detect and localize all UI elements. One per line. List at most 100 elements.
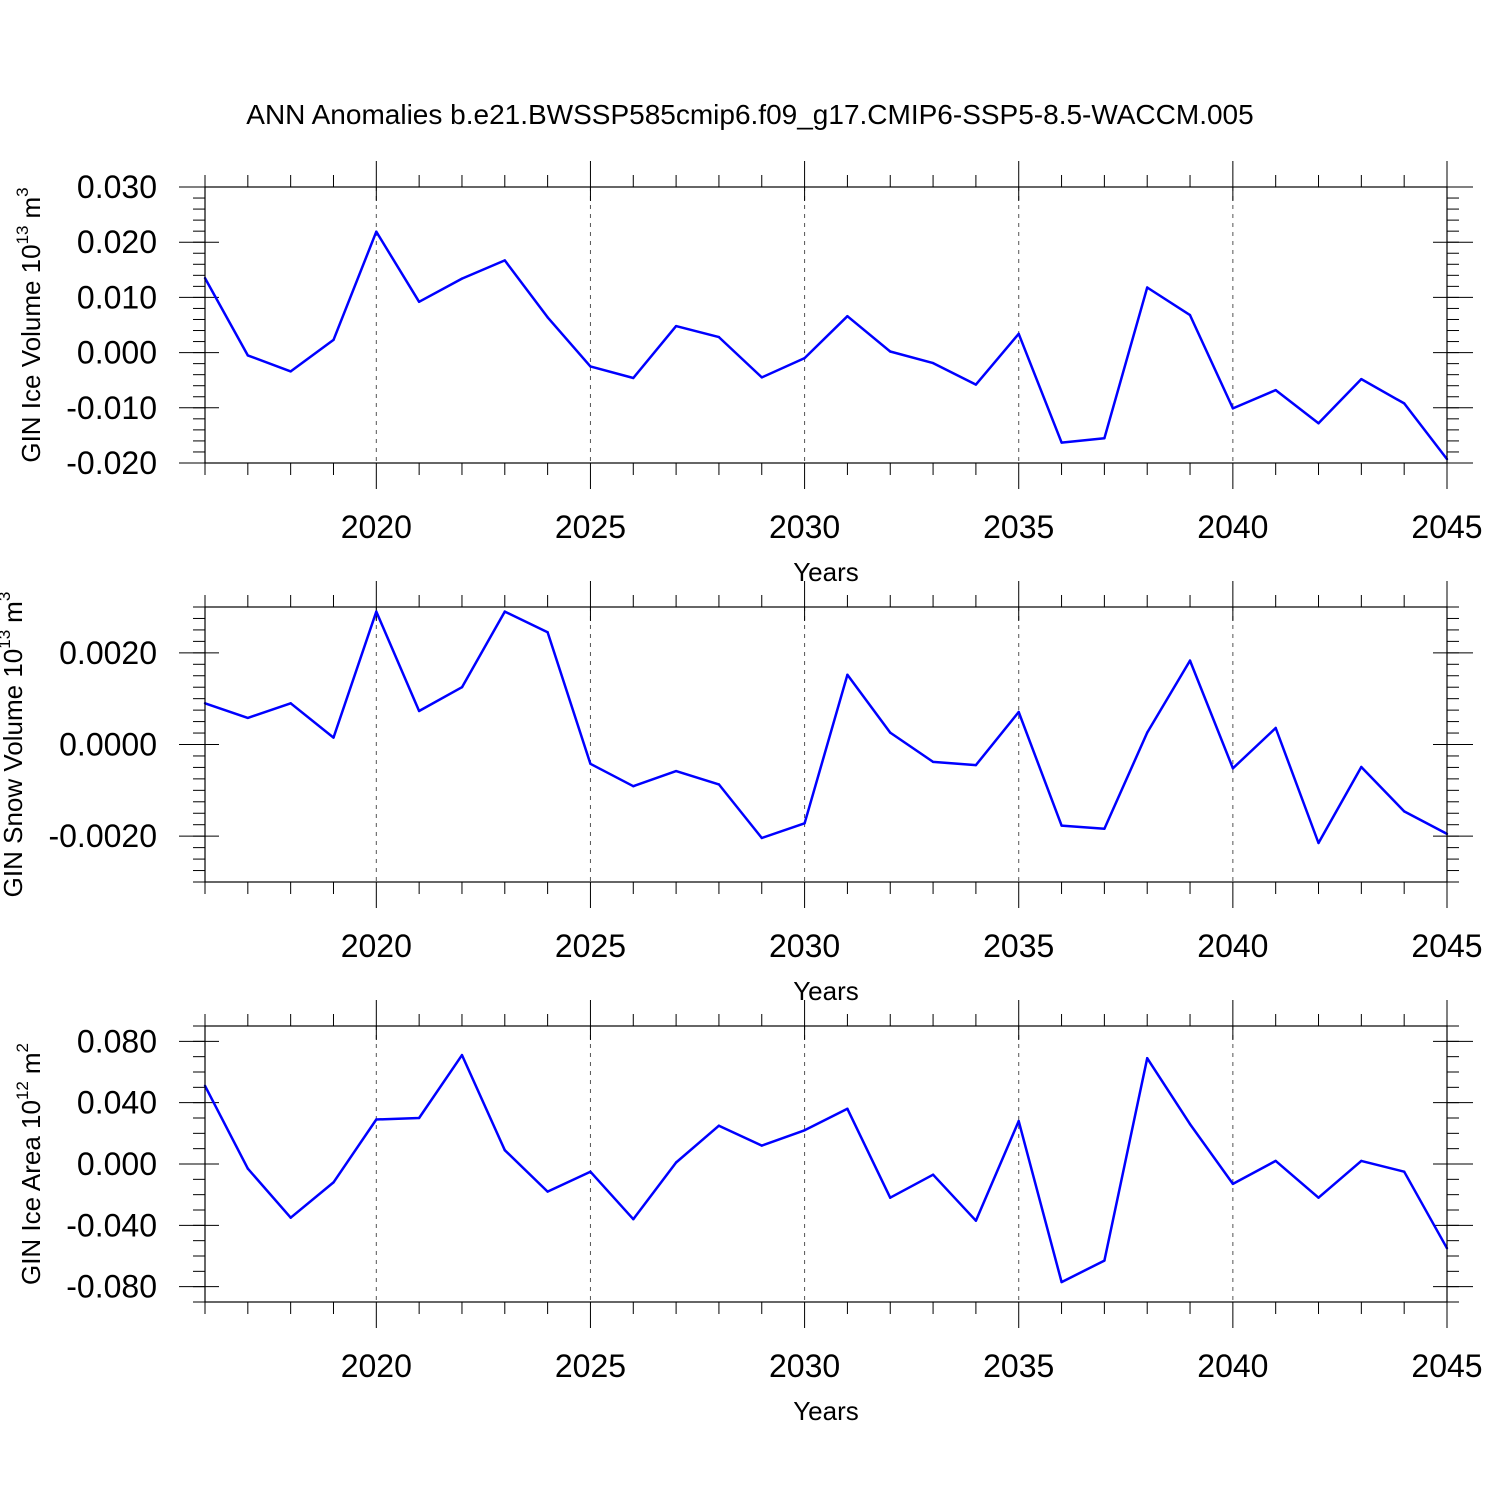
data-point xyxy=(1403,402,1406,405)
y-tick-label: 0.010 xyxy=(77,279,157,315)
data-point xyxy=(1274,388,1277,392)
y-tick-label: 0.000 xyxy=(77,1146,157,1182)
x-tick-label: 2035 xyxy=(983,1348,1054,1384)
plot-frame xyxy=(204,1025,1448,1303)
y-tick-label: -0.010 xyxy=(66,390,157,426)
data-point xyxy=(1103,827,1106,830)
data-point xyxy=(417,1116,421,1120)
data-point xyxy=(375,610,378,613)
x-axis-label: Years xyxy=(793,976,859,1006)
data-point xyxy=(417,709,421,713)
data-point xyxy=(1017,332,1020,335)
data-point xyxy=(846,315,849,318)
data-point xyxy=(717,335,721,339)
data-point xyxy=(717,1124,721,1127)
data-point xyxy=(1360,1159,1363,1163)
x-tick-label: 2040 xyxy=(1197,509,1268,545)
y-tick-label: -0.080 xyxy=(66,1269,157,1305)
data-point xyxy=(674,769,678,773)
x-tick-label: 2035 xyxy=(983,928,1054,964)
data-point xyxy=(1017,1119,1020,1123)
data-point xyxy=(760,376,763,379)
data-point xyxy=(546,316,549,319)
data-point xyxy=(503,610,506,613)
data-point xyxy=(1360,765,1363,769)
data-point xyxy=(846,1107,849,1111)
data-point xyxy=(1060,1280,1063,1284)
data-point xyxy=(246,354,249,357)
data-point xyxy=(332,1181,335,1184)
data-point xyxy=(803,356,806,360)
data-point xyxy=(1274,726,1277,730)
data-point xyxy=(1188,1122,1192,1126)
data-point xyxy=(803,1129,806,1132)
y-tick-label: 0.020 xyxy=(77,224,157,260)
x-axis-label: Years xyxy=(793,557,859,587)
data-point xyxy=(1317,1196,1320,1199)
data-point xyxy=(1146,286,1149,289)
x-tick-label: 2040 xyxy=(1197,1348,1268,1384)
panel-3: 0.080 0.040 0.000 -0.040 -0.080 2020 2025 2030 2… xyxy=(13,1000,1483,1426)
data-point xyxy=(974,763,978,767)
y-tick-label: -0.040 xyxy=(66,1207,157,1243)
x-tick-label: 2020 xyxy=(341,928,412,964)
figure-title: ANN Anomalies b.e21.BWSSP585cmip6.f09_g1… xyxy=(246,99,1253,130)
data-point xyxy=(1188,659,1192,662)
data-point xyxy=(889,731,892,734)
data-point xyxy=(332,338,335,342)
series-line xyxy=(203,1053,1449,1284)
x-tick-label: 2025 xyxy=(555,1348,626,1384)
data-point xyxy=(1403,1170,1406,1173)
data-point xyxy=(931,361,935,365)
y-tick-label: 0.0000 xyxy=(59,727,157,763)
data-point xyxy=(1231,407,1235,410)
x-tick-label: 2045 xyxy=(1411,509,1482,545)
data-point xyxy=(1103,1259,1106,1262)
panel-1: 0.030 0.020 0.010 0.000 -0.010 -0.020 2020 2025… xyxy=(13,161,1483,587)
data-point xyxy=(289,702,292,705)
x-tick-label: 2020 xyxy=(341,1348,412,1384)
data-point xyxy=(803,822,806,825)
y-axis-label: GIN Snow Volume 1013m3 xyxy=(0,592,28,898)
series-line xyxy=(203,230,1448,460)
plot-frame xyxy=(204,606,1448,883)
data-point xyxy=(674,324,678,328)
panel-2: 0.0020 0.0000 -0.0020 2020 2025 2030 2035 2040 2… xyxy=(0,581,1483,1006)
data-point xyxy=(1360,377,1363,381)
data-point xyxy=(246,716,249,720)
data-point xyxy=(289,1216,292,1219)
data-point xyxy=(1060,824,1063,827)
data-point xyxy=(1403,810,1406,813)
data-point xyxy=(1317,841,1320,845)
data-point xyxy=(1317,422,1320,425)
data-point xyxy=(931,760,935,764)
y-tick-label: 0.040 xyxy=(77,1085,157,1121)
data-point xyxy=(1231,767,1235,770)
x-tick-label: 2030 xyxy=(769,1348,840,1384)
data-point xyxy=(760,836,763,840)
data-point xyxy=(1274,1159,1277,1163)
y-tick-label: 0.080 xyxy=(77,1023,157,1059)
data-point xyxy=(503,1149,506,1152)
series-line xyxy=(204,610,1448,845)
y-tick-label: -0.0020 xyxy=(48,818,157,854)
y-axis-label: GIN Ice Volume 1013m3 xyxy=(13,187,46,462)
data-point xyxy=(503,259,506,262)
data-point xyxy=(460,1053,464,1057)
data-point xyxy=(546,1190,549,1193)
data-point xyxy=(632,785,635,788)
data-point xyxy=(375,230,378,233)
y-tick-label: 0.030 xyxy=(77,169,157,205)
data-point xyxy=(246,1167,249,1170)
x-tick-label: 2045 xyxy=(1411,928,1482,964)
data-point xyxy=(632,1218,635,1221)
x-tick-label: 2020 xyxy=(341,509,412,545)
data-point xyxy=(460,686,464,689)
data-point xyxy=(589,365,592,368)
data-point xyxy=(974,383,978,386)
data-point xyxy=(632,376,635,380)
data-point xyxy=(375,1118,378,1121)
data-point xyxy=(1060,441,1063,444)
data-point xyxy=(674,1161,678,1164)
